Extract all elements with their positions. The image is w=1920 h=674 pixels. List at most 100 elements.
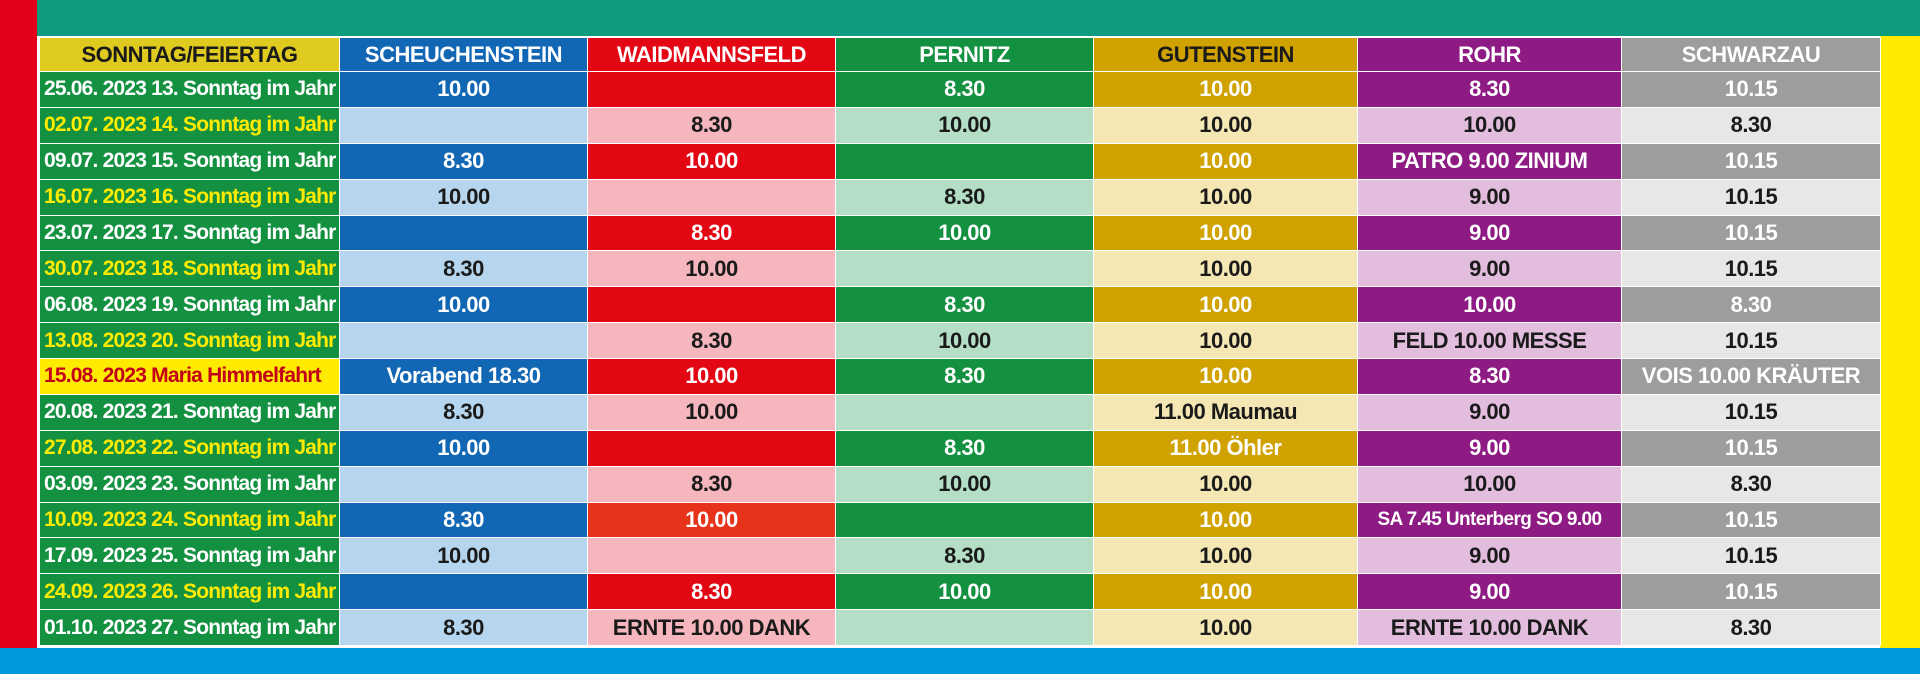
- date-cell: 23.07. 2023 17. Sonntag im Jahr: [39, 214, 340, 252]
- gutenstein-cell: 10.00: [1093, 178, 1358, 216]
- scheuchenstein-cell: 10.00: [339, 286, 588, 324]
- gutenstein-cell: 10.00: [1093, 501, 1358, 539]
- table-row: 01.10. 2023 27. Sonntag im Jahr 8.30 ERN…: [39, 609, 1881, 646]
- gutenstein-cell: 10.00: [1093, 358, 1358, 395]
- header-pernitz: PERNITZ: [835, 37, 1094, 72]
- schwarzau-cell: 10.15: [1621, 71, 1881, 108]
- waidmannsfeld-cell: 10.00: [587, 142, 836, 180]
- date-cell: 02.07. 2023 14. Sonntag im Jahr: [39, 106, 340, 144]
- rohr-cell: 9.00: [1357, 393, 1622, 431]
- date-cell: 03.09. 2023 23. Sonntag im Jahr: [39, 465, 340, 503]
- header-scheuchenstein: SCHEUCHENSTEIN: [339, 37, 588, 72]
- rohr-cell: 8.30: [1357, 358, 1622, 395]
- scheuchenstein-cell: [339, 322, 588, 359]
- waidmannsfeld-cell: 10.00: [587, 501, 836, 539]
- date-cell: 06.08. 2023 19. Sonntag im Jahr: [39, 286, 340, 324]
- pernitz-cell: 8.30: [835, 537, 1094, 575]
- gutenstein-cell: 10.00: [1093, 465, 1358, 503]
- table-row: 27.08. 2023 22. Sonntag im Jahr 10.00 8.…: [39, 429, 1881, 467]
- date-cell: 27.08. 2023 22. Sonntag im Jahr: [39, 429, 340, 467]
- rohr-cell: 9.00: [1357, 573, 1622, 611]
- waidmannsfeld-cell: 8.30: [587, 106, 836, 144]
- schwarzau-cell: 10.15: [1621, 142, 1881, 180]
- date-cell: 24.09. 2023 26. Sonntag im Jahr: [39, 573, 340, 611]
- date-cell: 30.07. 2023 18. Sonntag im Jahr: [39, 250, 340, 288]
- waidmannsfeld-cell: [587, 537, 836, 575]
- table-row: 03.09. 2023 23. Sonntag im Jahr 8.30 10.…: [39, 465, 1881, 503]
- waidmannsfeld-cell: [587, 178, 836, 216]
- date-cell: 17.09. 2023 25. Sonntag im Jahr: [39, 537, 340, 575]
- scheuchenstein-cell: 8.30: [339, 501, 588, 539]
- rohr-cell: 8.30: [1357, 71, 1622, 108]
- table-row: 25.06. 2023 13. Sonntag im Jahr 10.00 8.…: [39, 71, 1881, 108]
- pernitz-cell: 10.00: [835, 106, 1094, 144]
- rohr-cell: 10.00: [1357, 465, 1622, 503]
- rohr-cell: SA 7.45 Unterberg SO 9.00: [1357, 501, 1622, 539]
- date-cell: 16.07. 2023 16. Sonntag im Jahr: [39, 178, 340, 216]
- rohr-cell: 10.00: [1357, 106, 1622, 144]
- scheuchenstein-cell: 10.00: [339, 537, 588, 575]
- scheuchenstein-cell: [339, 106, 588, 144]
- date-cell-holiday: 15.08. 2023 Maria Himmelfahrt: [39, 358, 340, 395]
- date-cell: 09.07. 2023 15. Sonntag im Jahr: [39, 142, 340, 180]
- schwarzau-cell: 8.30: [1621, 106, 1881, 144]
- table-row: 30.07. 2023 18. Sonntag im Jahr 8.30 10.…: [39, 250, 1881, 288]
- table-row: 23.07. 2023 17. Sonntag im Jahr 8.30 10.…: [39, 214, 1881, 252]
- schwarzau-cell: 10.15: [1621, 250, 1881, 288]
- rohr-cell: FELD 10.00 MESSE: [1357, 322, 1622, 359]
- date-cell: 25.06. 2023 13. Sonntag im Jahr: [39, 71, 340, 108]
- scheuchenstein-cell: 8.30: [339, 609, 588, 646]
- left-color-bar: [0, 0, 37, 674]
- pernitz-cell: 8.30: [835, 429, 1094, 467]
- waidmannsfeld-cell: ERNTE 10.00 DANK: [587, 609, 836, 646]
- waidmannsfeld-cell: 8.30: [587, 322, 836, 359]
- scheuchenstein-cell: 8.30: [339, 142, 588, 180]
- schwarzau-cell: 10.15: [1621, 393, 1881, 431]
- table-row: 24.09. 2023 26. Sonntag im Jahr 8.30 10.…: [39, 573, 1881, 611]
- bottom-color-bar: [0, 648, 1920, 674]
- rohr-cell: 9.00: [1357, 250, 1622, 288]
- pernitz-cell: [835, 393, 1094, 431]
- schwarzau-cell: 10.15: [1621, 501, 1881, 539]
- table-row: 16.07. 2023 16. Sonntag im Jahr 10.00 8.…: [39, 178, 1881, 216]
- scheuchenstein-cell: 10.00: [339, 71, 588, 108]
- top-color-bar: [0, 0, 1920, 36]
- table-row: 17.09. 2023 25. Sonntag im Jahr 10.00 8.…: [39, 537, 1881, 575]
- pernitz-cell: 10.00: [835, 214, 1094, 252]
- header-date: SONNTAG/FEIERTAG: [39, 37, 340, 72]
- header-waidmannsfeld: WAIDMANNSFELD: [587, 37, 836, 72]
- scheuchenstein-cell: 8.30: [339, 393, 588, 431]
- schwarzau-cell: VOIS 10.00 KRÄUTER: [1621, 358, 1881, 395]
- schwarzau-cell: 10.15: [1621, 537, 1881, 575]
- scheuchenstein-cell: 10.00: [339, 429, 588, 467]
- gutenstein-cell: 10.00: [1093, 250, 1358, 288]
- gutenstein-cell: 11.00 Öhler: [1093, 429, 1358, 467]
- waidmannsfeld-cell: 10.00: [587, 393, 836, 431]
- pernitz-cell: [835, 501, 1094, 539]
- table-row: 10.09. 2023 24. Sonntag im Jahr 8.30 10.…: [39, 501, 1881, 539]
- waidmannsfeld-cell: 8.30: [587, 465, 836, 503]
- rohr-cell: ERNTE 10.00 DANK: [1357, 609, 1622, 646]
- table-row: 13.08. 2023 20. Sonntag im Jahr 8.30 10.…: [39, 322, 1881, 359]
- date-cell: 10.09. 2023 24. Sonntag im Jahr: [39, 501, 340, 539]
- pernitz-cell: [835, 609, 1094, 646]
- table-row: 09.07. 2023 15. Sonntag im Jahr 8.30 10.…: [39, 142, 1881, 180]
- right-color-bar: [1880, 36, 1920, 674]
- schwarzau-cell: 8.30: [1621, 465, 1881, 503]
- waidmannsfeld-cell: [587, 286, 836, 324]
- waidmannsfeld-cell: 10.00: [587, 358, 836, 395]
- waidmannsfeld-cell: 8.30: [587, 573, 836, 611]
- schwarzau-cell: 10.15: [1621, 322, 1881, 359]
- date-cell: 13.08. 2023 20. Sonntag im Jahr: [39, 322, 340, 359]
- gutenstein-cell: 10.00: [1093, 214, 1358, 252]
- scheuchenstein-cell: [339, 465, 588, 503]
- header-rohr: ROHR: [1357, 37, 1622, 72]
- rohr-cell: PATRO 9.00 ZINIUM: [1357, 142, 1622, 180]
- pernitz-cell: 10.00: [835, 573, 1094, 611]
- gutenstein-cell: 10.00: [1093, 106, 1358, 144]
- pernitz-cell: 10.00: [835, 465, 1094, 503]
- rohr-cell: 10.00: [1357, 286, 1622, 324]
- pernitz-cell: 8.30: [835, 71, 1094, 108]
- rohr-cell: 9.00: [1357, 214, 1622, 252]
- gutenstein-cell: 10.00: [1093, 537, 1358, 575]
